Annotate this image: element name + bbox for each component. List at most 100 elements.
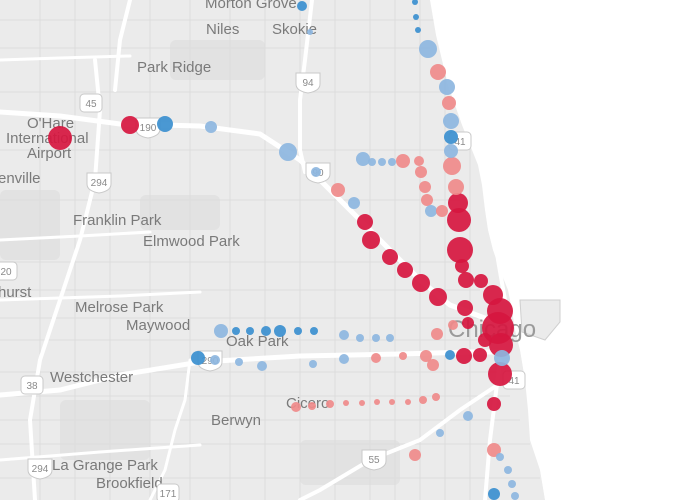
station-marker-lowest[interactable]	[445, 350, 455, 360]
station-marker-mid[interactable]	[374, 399, 380, 405]
station-marker-high[interactable]	[488, 362, 512, 386]
station-marker-lowest[interactable]	[294, 327, 302, 335]
station-marker-low[interactable]	[257, 361, 267, 371]
station-marker-high[interactable]	[429, 288, 447, 306]
station-marker-mid[interactable]	[399, 352, 407, 360]
station-marker-low[interactable]	[443, 113, 459, 129]
station-marker-mid[interactable]	[421, 194, 433, 206]
station-marker-high[interactable]	[478, 333, 492, 347]
station-marker-low[interactable]	[210, 355, 220, 365]
station-marker-lowest[interactable]	[246, 327, 254, 335]
station-marker-low[interactable]	[436, 429, 444, 437]
station-marker-low[interactable]	[494, 350, 510, 366]
station-marker-mid[interactable]	[396, 154, 410, 168]
station-marker-mid[interactable]	[308, 402, 316, 410]
station-marker-mid[interactable]	[443, 157, 461, 175]
station-marker-low[interactable]	[419, 40, 437, 58]
station-marker-low[interactable]	[235, 358, 243, 366]
station-marker-mid[interactable]	[420, 350, 432, 362]
station-marker-mid[interactable]	[448, 179, 464, 195]
station-marker-mid[interactable]	[419, 396, 427, 404]
station-marker-lowest[interactable]	[413, 14, 419, 20]
station-marker-low[interactable]	[339, 330, 349, 340]
station-marker-low[interactable]	[386, 334, 394, 342]
station-marker-lowest[interactable]	[297, 1, 307, 11]
station-marker-low[interactable]	[368, 158, 376, 166]
station-marker-low[interactable]	[511, 492, 519, 500]
station-marker-mid[interactable]	[371, 353, 381, 363]
station-marker-low[interactable]	[444, 144, 458, 158]
station-marker-low[interactable]	[439, 79, 455, 95]
station-marker-mid[interactable]	[415, 166, 427, 178]
station-marker-mid[interactable]	[487, 443, 501, 457]
station-marker-mid[interactable]	[291, 402, 301, 412]
station-marker-high[interactable]	[447, 208, 471, 232]
station-marker-mid[interactable]	[414, 156, 424, 166]
station-marker-lowest[interactable]	[274, 325, 286, 337]
station-marker-low[interactable]	[214, 324, 228, 338]
station-marker-lowest[interactable]	[488, 488, 500, 500]
station-marker-high[interactable]	[487, 397, 501, 411]
station-marker-high[interactable]	[48, 126, 72, 150]
station-marker-low[interactable]	[205, 121, 217, 133]
station-marker-low[interactable]	[356, 334, 364, 342]
station-marker-high[interactable]	[456, 348, 472, 364]
station-marker-low[interactable]	[508, 480, 516, 488]
station-marker-low[interactable]	[504, 466, 512, 474]
station-marker-low[interactable]	[463, 411, 473, 421]
station-marker-lowest[interactable]	[415, 27, 421, 33]
station-marker-mid[interactable]	[442, 96, 456, 110]
station-marker-lowest[interactable]	[157, 116, 173, 132]
station-marker-low[interactable]	[307, 29, 313, 35]
station-marker-mid[interactable]	[427, 359, 439, 371]
station-marker-mid[interactable]	[343, 400, 349, 406]
station-marker-mid[interactable]	[326, 400, 334, 408]
station-marker-low[interactable]	[388, 158, 396, 166]
station-marker-high[interactable]	[474, 274, 488, 288]
station-marker-low[interactable]	[378, 158, 386, 166]
station-marker-lowest[interactable]	[412, 0, 418, 5]
station-marker-low[interactable]	[356, 152, 370, 166]
station-marker-high[interactable]	[457, 300, 473, 316]
station-marker-low[interactable]	[496, 453, 504, 461]
station-marker-lowest[interactable]	[444, 130, 458, 144]
station-marker-lowest[interactable]	[232, 327, 240, 335]
station-marker-high[interactable]	[397, 262, 413, 278]
station-marker-lowest[interactable]	[261, 326, 271, 336]
station-marker-mid[interactable]	[331, 183, 345, 197]
station-marker-high[interactable]	[412, 274, 430, 292]
station-markers[interactable]	[48, 0, 519, 500]
station-marker-mid[interactable]	[430, 64, 446, 80]
station-marker-high[interactable]	[458, 272, 474, 288]
station-marker-high[interactable]	[448, 193, 468, 213]
station-marker-low[interactable]	[372, 334, 380, 342]
station-marker-mid[interactable]	[359, 400, 365, 406]
station-marker-mid[interactable]	[405, 399, 411, 405]
station-marker-high[interactable]	[462, 317, 474, 329]
station-marker-mid[interactable]	[436, 205, 448, 217]
station-marker-low[interactable]	[309, 360, 317, 368]
station-marker-high[interactable]	[357, 214, 373, 230]
station-marker-high[interactable]	[483, 285, 503, 305]
station-marker-mid[interactable]	[419, 181, 431, 193]
station-marker-mid[interactable]	[432, 393, 440, 401]
station-marker-mid[interactable]	[448, 320, 458, 330]
station-marker-high[interactable]	[489, 333, 513, 357]
station-marker-high[interactable]	[473, 348, 487, 362]
station-marker-low[interactable]	[279, 143, 297, 161]
station-marker-mid[interactable]	[431, 328, 443, 340]
station-marker-low[interactable]	[348, 197, 360, 209]
station-marker-high[interactable]	[121, 116, 139, 134]
station-marker-high[interactable]	[362, 231, 380, 249]
station-marker-low[interactable]	[425, 205, 437, 217]
station-marker-high[interactable]	[382, 249, 398, 265]
station-marker-high[interactable]	[447, 237, 473, 263]
station-marker-mid[interactable]	[409, 449, 421, 461]
station-marker-high[interactable]	[455, 259, 469, 273]
station-marker-mid[interactable]	[389, 399, 395, 405]
station-marker-low[interactable]	[339, 354, 349, 364]
station-marker-lowest[interactable]	[191, 351, 205, 365]
station-marker-low[interactable]	[311, 167, 321, 177]
station-marker-lowest[interactable]	[310, 327, 318, 335]
